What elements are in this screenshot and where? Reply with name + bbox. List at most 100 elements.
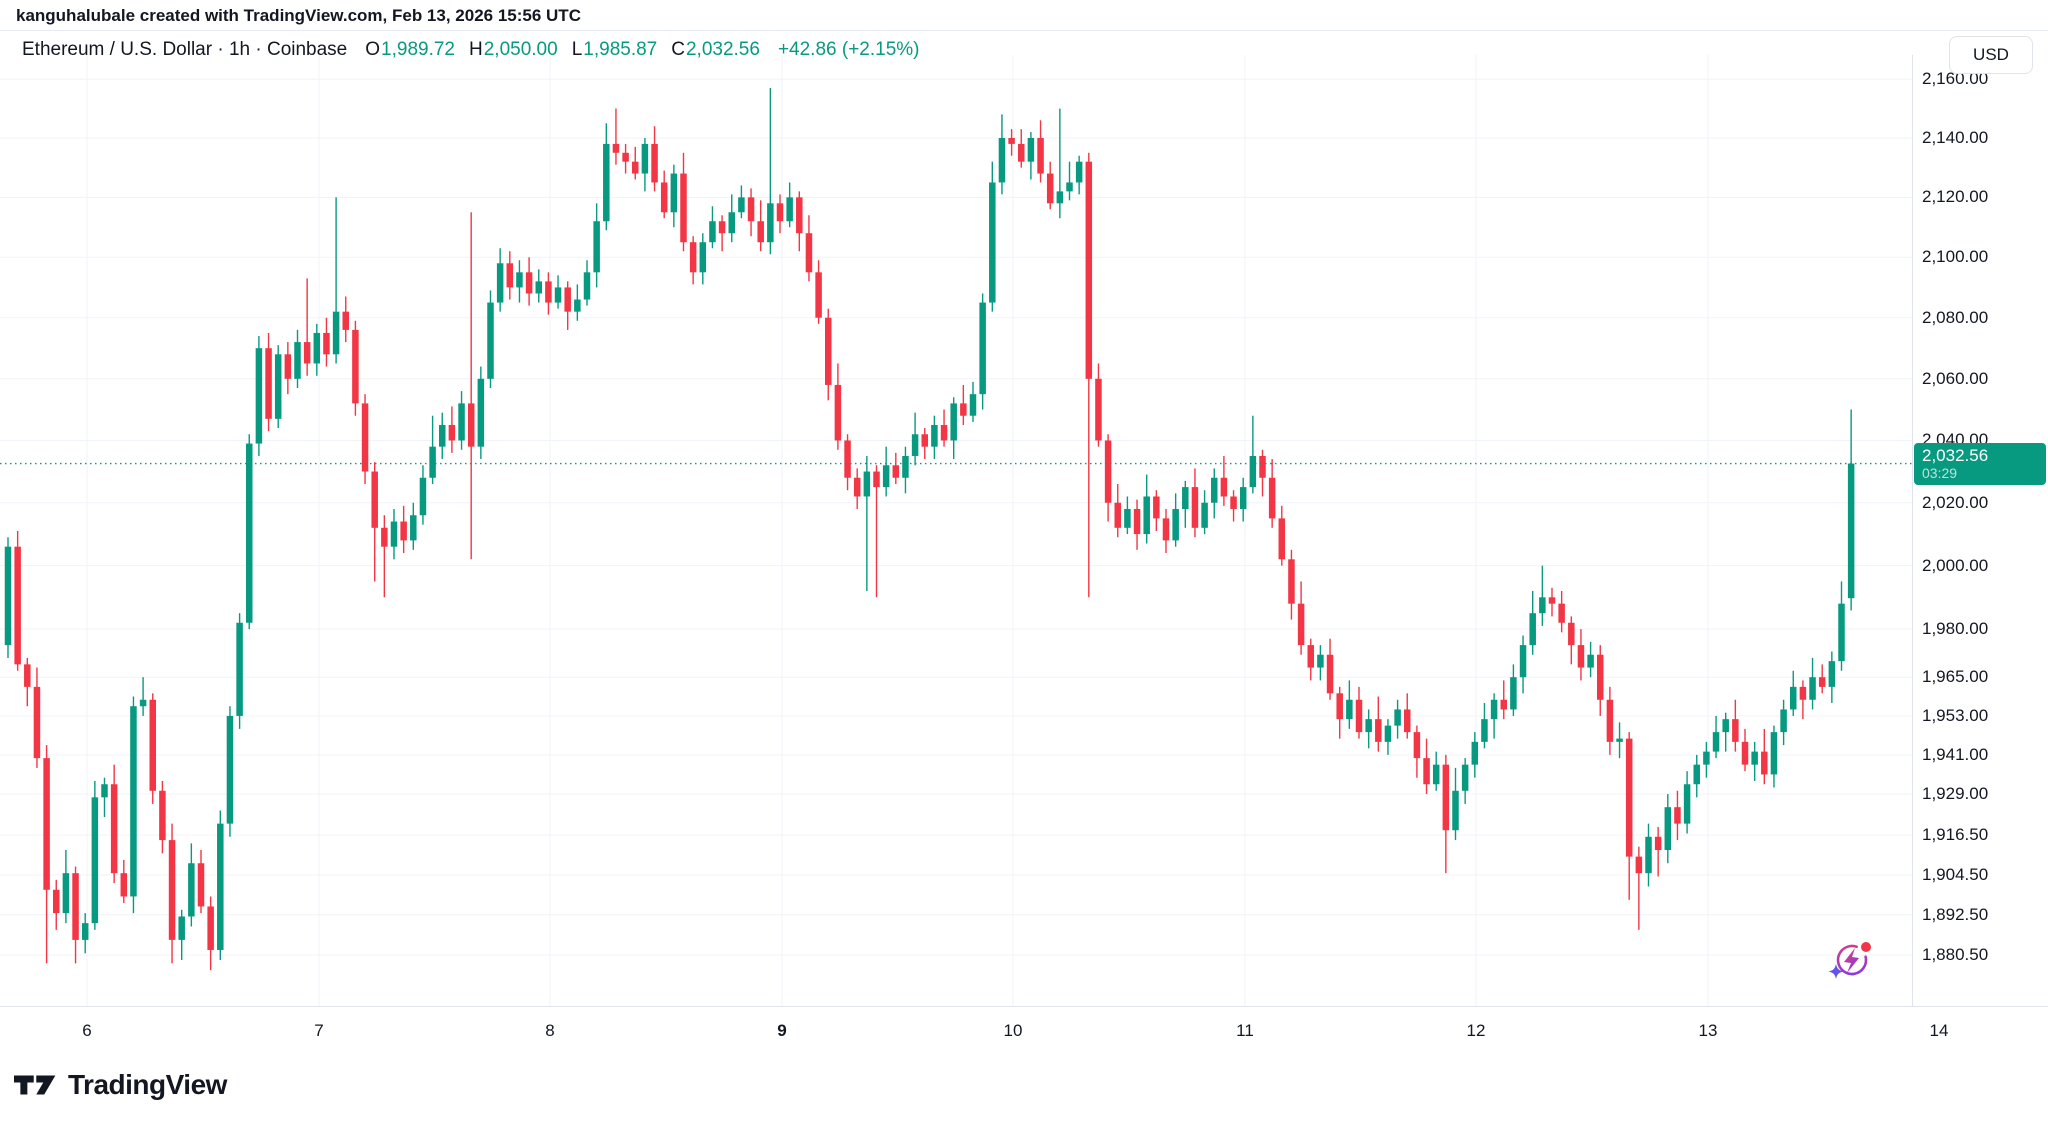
candle-body xyxy=(188,863,195,917)
candle-body xyxy=(149,699,156,791)
circular-arrow-icon xyxy=(1836,944,1868,976)
candle-body xyxy=(535,281,542,294)
candle-body xyxy=(1770,732,1778,775)
candle-body xyxy=(516,272,523,288)
candle-body xyxy=(43,758,50,890)
candle-body xyxy=(940,424,948,441)
candle-body xyxy=(110,784,118,874)
candle-body xyxy=(1693,764,1700,785)
candle-body xyxy=(767,203,774,243)
candle-body xyxy=(1307,645,1314,668)
candle-body xyxy=(583,272,591,300)
candle-body xyxy=(960,403,967,416)
time-axis-border xyxy=(0,1006,2048,1007)
candle-body xyxy=(477,378,485,447)
tradingview-logo[interactable]: TradingView xyxy=(14,1068,227,1102)
symbol-title[interactable]: Ethereum / U.S. Dollar · 1h · Coinbase xyxy=(22,39,348,60)
candle-body xyxy=(1664,807,1672,851)
candle-body xyxy=(1114,502,1121,528)
ohlc-item-L: L 1,985.87 xyxy=(571,39,658,60)
time-axis-label-9: 9 xyxy=(777,1021,787,1040)
ai-technicals-button[interactable] xyxy=(1820,932,1884,988)
bar-countdown: 03:29 xyxy=(1922,464,1958,481)
candle-body xyxy=(1162,518,1170,541)
candle-body xyxy=(1481,719,1488,742)
candle-body xyxy=(969,394,977,416)
tradingview-logo-icon xyxy=(14,1075,56,1095)
candle-body xyxy=(1249,455,1257,488)
candle-body xyxy=(844,440,851,478)
candle-body xyxy=(371,471,378,528)
time-axis-label-12: 12 xyxy=(1466,1021,1486,1040)
candle-body xyxy=(699,242,707,273)
candle-body xyxy=(1365,719,1372,733)
sparkle-icon xyxy=(1828,964,1844,979)
candle-body xyxy=(632,161,639,174)
candle-body xyxy=(1288,559,1295,604)
candle-body xyxy=(352,329,359,404)
candle-body xyxy=(1037,138,1044,174)
candle-body xyxy=(1847,463,1855,599)
candle-body xyxy=(1018,143,1025,162)
candle-body xyxy=(120,873,128,897)
time-axis-label-11: 11 xyxy=(1236,1021,1254,1040)
candle-body xyxy=(53,889,60,914)
candle-body xyxy=(603,143,610,222)
notification-dot xyxy=(1861,942,1871,952)
candle-body xyxy=(303,342,311,364)
price-axis-label: 1,916.50 xyxy=(1922,825,1989,845)
candle-body xyxy=(1683,784,1691,824)
candle-body xyxy=(622,152,629,162)
candle-body xyxy=(709,221,716,243)
candle-body xyxy=(1761,751,1768,775)
candle-body xyxy=(1413,732,1421,759)
candle-body xyxy=(255,348,263,444)
last-price-value: 2,032.56 xyxy=(1922,445,1989,465)
ohlc-item-O: O 1,989.72 xyxy=(365,39,455,60)
price-axis-label: 2,140.00 xyxy=(1922,128,1989,147)
candle-body xyxy=(786,197,793,222)
candle-body xyxy=(1577,645,1585,668)
candle-body xyxy=(81,923,89,940)
candle-body xyxy=(1654,836,1662,851)
candle-body xyxy=(1780,709,1787,733)
price-axis-label: 2,080.00 xyxy=(1922,307,1989,327)
price-axis-label: 1,904.50 xyxy=(1922,864,1989,884)
candle-body xyxy=(313,332,321,364)
currency-button[interactable]: USD xyxy=(1949,36,2033,74)
candle-body xyxy=(1317,654,1324,668)
candle-body xyxy=(361,403,369,472)
candle-body xyxy=(439,424,446,447)
candle-body xyxy=(429,446,436,478)
candle-body xyxy=(1423,758,1430,785)
price-axis-label: 1,965.00 xyxy=(1922,667,1989,687)
price-axis-label: 1,980.00 xyxy=(1922,619,1989,639)
candle-body xyxy=(998,138,1006,183)
candle-body xyxy=(1732,719,1739,742)
candle-body xyxy=(1625,738,1633,857)
candle-body xyxy=(1008,138,1015,144)
candle-body xyxy=(1027,138,1035,162)
price-axis-label: 2,060.00 xyxy=(1922,368,1989,388)
candle-body xyxy=(159,790,166,841)
candle-body xyxy=(1809,677,1816,700)
price-axis-border xyxy=(1912,55,1913,1006)
candle-body xyxy=(381,527,388,547)
candle-body xyxy=(863,471,871,497)
candle-body xyxy=(1490,699,1498,720)
candle-body xyxy=(1336,693,1343,720)
price-axis-label: 1,929.00 xyxy=(1922,784,1989,804)
candle-body xyxy=(728,212,735,234)
candle-body xyxy=(91,797,99,924)
candle-body xyxy=(1095,378,1102,441)
candle-body xyxy=(1548,597,1556,604)
candle-body xyxy=(1143,496,1150,535)
candle-body xyxy=(207,906,214,950)
candle-body xyxy=(1799,686,1807,700)
candle-body xyxy=(294,342,301,379)
candle-body xyxy=(660,182,668,213)
candle-body xyxy=(1519,645,1527,678)
ohlc-item-C: C 2,032.56 xyxy=(671,39,760,60)
candle-body xyxy=(1085,161,1093,379)
